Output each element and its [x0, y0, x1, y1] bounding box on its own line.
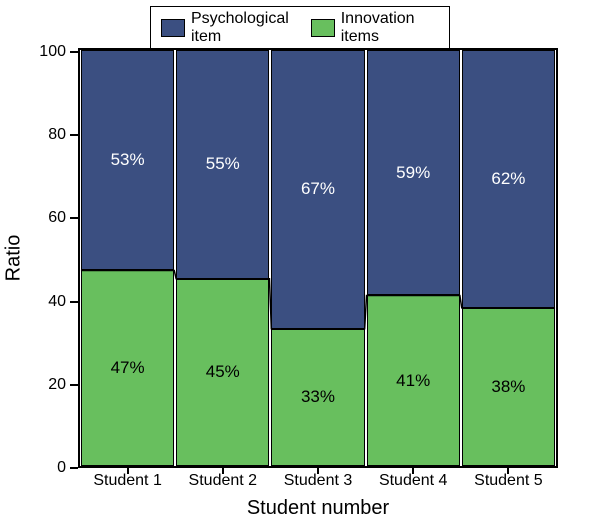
bar-value-innovation: 38% — [491, 377, 525, 397]
y-tick-mark — [70, 467, 78, 469]
y-tick-label: 0 — [57, 459, 66, 477]
legend-label-psychological: Psychological item — [191, 10, 303, 46]
bar-group: 45% 55% — [176, 50, 269, 466]
bar-value-psychological: 67% — [301, 179, 335, 199]
bar-segment-innovation: 33% — [271, 329, 364, 466]
bar-value-psychological: 53% — [111, 150, 145, 170]
x-category-label: Student 5 — [474, 472, 543, 490]
y-tick-mark — [70, 51, 78, 53]
x-tick-mark — [127, 466, 129, 474]
plot-area: 47% 53% 45% 55% 33% 67% 41% 59% 38% 62% — [78, 48, 558, 468]
x-category-label: Student 1 — [93, 472, 162, 490]
bar-group: 41% 59% — [367, 50, 460, 466]
bar-segment-psychological: 55% — [176, 50, 269, 279]
bar-value-psychological: 62% — [491, 169, 525, 189]
bar-segment-psychological: 59% — [367, 50, 460, 295]
bar-segment-innovation: 45% — [176, 279, 269, 466]
bar-segment-innovation: 38% — [462, 308, 555, 466]
legend-swatch-psychological — [161, 19, 185, 37]
y-tick-label: 20 — [48, 376, 66, 394]
bar-segment-innovation: 47% — [81, 270, 174, 466]
x-tick-mark — [507, 466, 509, 474]
legend-item-innovation: Innovation items — [307, 10, 443, 46]
x-tick-mark — [317, 466, 319, 474]
y-tick-mark — [70, 384, 78, 386]
y-tick-label: 40 — [48, 293, 66, 311]
bar-group: 38% 62% — [462, 50, 555, 466]
y-tick-mark — [70, 217, 78, 219]
legend-label-innovation: Innovation items — [341, 10, 439, 46]
bar-segment-psychological: 53% — [81, 50, 174, 270]
bar-value-innovation: 41% — [396, 371, 430, 391]
y-tick-label: 60 — [48, 209, 66, 227]
x-category-label: Student 4 — [379, 472, 448, 490]
legend-item-psychological: Psychological item — [157, 10, 307, 46]
bar-value-psychological: 59% — [396, 163, 430, 183]
bar-segment-psychological: 67% — [271, 50, 364, 329]
y-tick-mark — [70, 301, 78, 303]
y-tick-mark — [70, 134, 78, 136]
bar-value-psychological: 55% — [206, 154, 240, 174]
bar-segment-psychological: 62% — [462, 50, 555, 308]
legend-swatch-innovation — [311, 19, 335, 37]
bars-layer: 47% 53% 45% 55% 33% 67% 41% 59% 38% 62% — [80, 50, 556, 466]
y-axis-ticks: 020406080100 — [0, 48, 78, 468]
bar-value-innovation: 33% — [301, 387, 335, 407]
x-tick-mark — [222, 466, 224, 474]
x-tick-mark — [412, 466, 414, 474]
bar-group: 47% 53% — [81, 50, 174, 466]
legend: Psychological item Innovation items — [150, 6, 450, 50]
bar-group: 33% 67% — [271, 50, 364, 466]
x-axis-label: Student number — [247, 497, 389, 520]
bar-value-innovation: 45% — [206, 362, 240, 382]
bar-value-innovation: 47% — [111, 358, 145, 378]
bar-segment-innovation: 41% — [367, 295, 460, 466]
x-category-label: Student 2 — [189, 472, 258, 490]
chart-container: Psychological item Innovation items Rati… — [0, 0, 600, 528]
y-tick-label: 80 — [48, 126, 66, 144]
y-tick-label: 100 — [39, 43, 66, 61]
x-category-label: Student 3 — [284, 472, 353, 490]
